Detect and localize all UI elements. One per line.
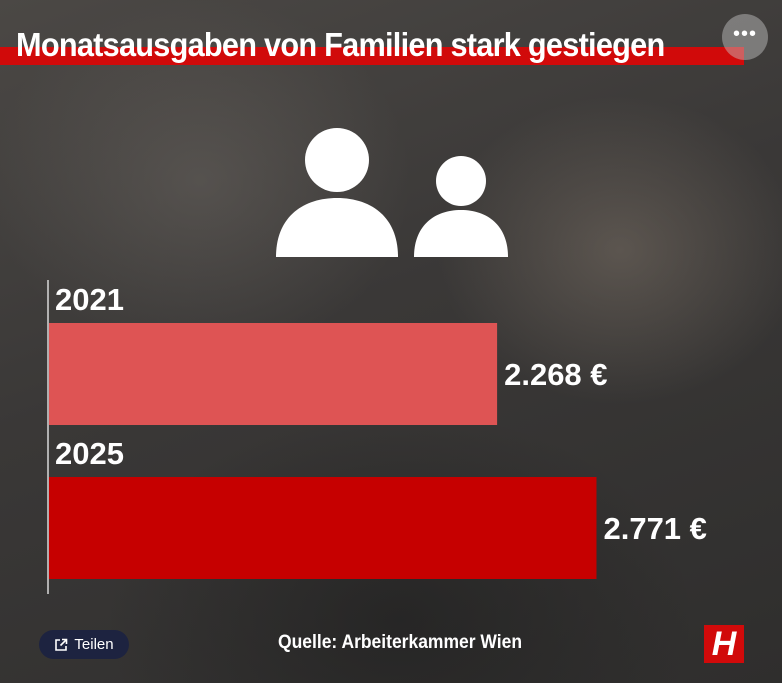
more-options-button[interactable]: ••• [722, 14, 768, 60]
bar-year-label-2025: 2025 [55, 436, 124, 471]
brand-logo-letter: H [711, 625, 737, 663]
bar-value-label-2021: 2.268 € [504, 357, 607, 392]
title-underline-band [0, 47, 744, 65]
bar-year-label-2021: 2021 [55, 282, 124, 317]
share-icon [55, 638, 68, 651]
bar-group: 2021 2.268 € 2025 2.771 € [49, 282, 707, 579]
share-button-label: Teilen [74, 636, 114, 653]
people-icon [276, 128, 508, 257]
bar-2025 [49, 477, 597, 579]
bar-2021 [49, 323, 498, 425]
brand-logo[interactable]: H [704, 625, 744, 663]
bar-value-label-2025: 2.771 € [603, 511, 706, 546]
more-icon: ••• [732, 23, 757, 45]
share-button[interactable]: Teilen [39, 630, 129, 659]
page-title: Monatsausgaben von Familien stark gestie… [16, 26, 665, 63]
source-credit: Quelle: Arbeiterkammer Wien [278, 632, 523, 653]
